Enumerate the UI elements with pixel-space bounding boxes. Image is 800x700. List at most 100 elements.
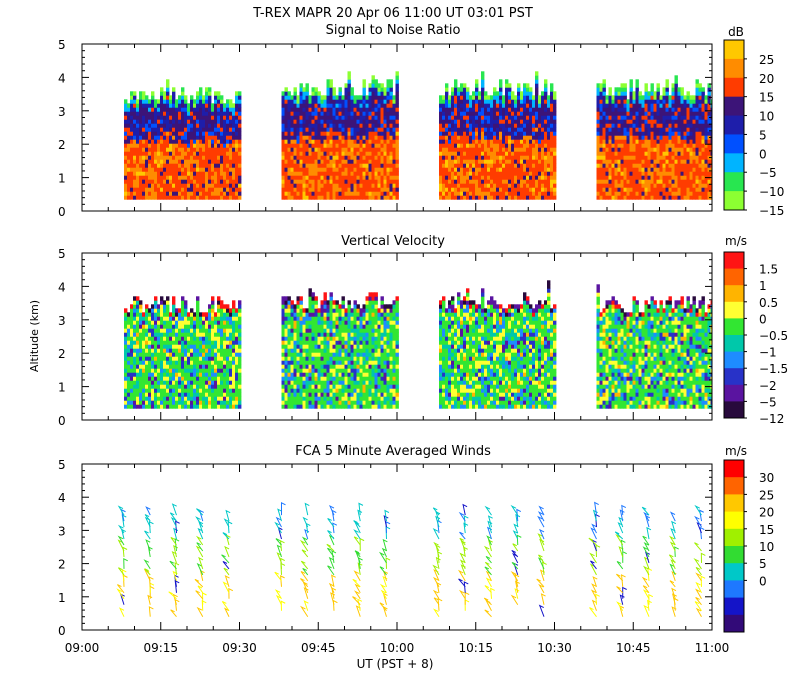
heatmap-cell — [181, 195, 185, 200]
heatmap-cell — [550, 91, 554, 96]
heatmap-cell — [202, 195, 206, 200]
heatmap-cell — [305, 95, 309, 100]
heatmap-cell — [623, 167, 627, 172]
heatmap-cell — [448, 107, 452, 112]
heatmap-cell — [487, 151, 491, 156]
heatmap-cell — [329, 95, 333, 100]
heatmap-cell — [547, 107, 551, 112]
heatmap-cell — [127, 159, 131, 164]
heatmap-cell — [196, 119, 200, 124]
heatmap-cell — [136, 191, 140, 196]
heatmap-cell — [145, 352, 149, 357]
heatmap-cell — [674, 147, 678, 152]
heatmap-cell — [392, 159, 396, 164]
heatmap-cell — [460, 87, 464, 92]
heatmap-cell — [365, 111, 369, 116]
heatmap-cell — [184, 368, 188, 373]
heatmap-cell — [335, 187, 339, 192]
heatmap-cell — [235, 159, 239, 164]
heatmap-cell — [302, 135, 306, 140]
heatmap-cell — [493, 123, 497, 128]
heatmap-cell — [281, 91, 285, 96]
heatmap-cell — [668, 151, 672, 156]
heatmap-cell — [377, 159, 381, 164]
heatmap-cell — [223, 119, 227, 124]
heatmap-cell — [602, 99, 606, 104]
heatmap-cell — [653, 123, 657, 128]
heatmap-cell — [653, 99, 657, 104]
heatmap-cell — [220, 191, 224, 196]
heatmap-cell — [178, 171, 182, 176]
heatmap-cell — [181, 328, 185, 333]
heatmap-cell — [442, 163, 446, 168]
heatmap-cell — [617, 191, 621, 196]
heatmap-cell — [296, 143, 300, 148]
heatmap-cell — [487, 163, 491, 168]
heatmap-cell — [151, 316, 155, 321]
heatmap-cell — [701, 155, 705, 160]
heatmap-cell — [538, 95, 542, 100]
heatmap-cell — [184, 328, 188, 333]
heatmap-cell — [463, 163, 467, 168]
heatmap-cell — [124, 155, 128, 160]
heatmap-cell — [208, 127, 212, 132]
heatmap-cell — [496, 111, 500, 116]
heatmap-cell — [454, 151, 458, 156]
heatmap-cell — [169, 316, 173, 321]
heatmap-cell — [704, 159, 708, 164]
heatmap-cell — [692, 159, 696, 164]
heatmap-cell — [380, 143, 384, 148]
heatmap-cell — [689, 115, 693, 120]
heatmap-cell — [175, 324, 179, 329]
heatmap-cell — [308, 175, 312, 180]
heatmap-cell — [707, 183, 711, 188]
heatmap-cell — [475, 187, 479, 192]
heatmap-cell — [317, 151, 321, 156]
heatmap-cell — [650, 111, 654, 116]
heatmap-cell — [127, 183, 131, 188]
heatmap-cell — [184, 316, 188, 321]
heatmap-cell — [154, 123, 158, 128]
heatmap-cell — [505, 163, 509, 168]
heatmap-cell — [145, 131, 149, 136]
heatmap-cell — [133, 348, 137, 353]
heatmap-cell — [181, 332, 185, 337]
heatmap-cell — [481, 139, 485, 144]
heatmap-cell — [214, 119, 218, 124]
heatmap-cell — [211, 179, 215, 184]
heatmap-cell — [529, 183, 533, 188]
colorbar-label: −15 — [759, 204, 784, 218]
heatmap-cell — [677, 171, 681, 176]
y-tick-label: 1 — [58, 172, 66, 186]
heatmap-cell — [707, 99, 711, 104]
heatmap-cell — [130, 328, 134, 333]
heatmap-cell — [235, 195, 239, 200]
heatmap-cell — [130, 308, 134, 313]
heatmap-cell — [686, 187, 690, 192]
heatmap-cell — [305, 83, 309, 88]
heatmap-cell — [629, 131, 633, 136]
heatmap-cell — [160, 167, 164, 172]
heatmap-cell — [671, 151, 675, 156]
heatmap-cell — [229, 99, 233, 104]
heatmap-cell — [175, 103, 179, 108]
heatmap-cell — [472, 91, 476, 96]
heatmap-cell — [151, 336, 155, 341]
heatmap-cell — [281, 107, 285, 112]
heatmap-cell — [454, 187, 458, 192]
heatmap-cell — [142, 143, 146, 148]
heatmap-cell — [172, 119, 176, 124]
heatmap-cell — [704, 99, 708, 104]
heatmap-cell — [356, 195, 360, 200]
heatmap-cell — [199, 111, 203, 116]
heatmap-cell — [302, 191, 306, 196]
heatmap-cell — [166, 336, 170, 341]
heatmap-cell — [451, 103, 455, 108]
heatmap-cell — [374, 147, 378, 152]
heatmap-cell — [517, 183, 521, 188]
heatmap-cell — [341, 155, 345, 160]
heatmap-cell — [475, 191, 479, 196]
heatmap-cell — [190, 139, 194, 144]
heatmap-cell — [599, 135, 603, 140]
heatmap-cell — [490, 143, 494, 148]
